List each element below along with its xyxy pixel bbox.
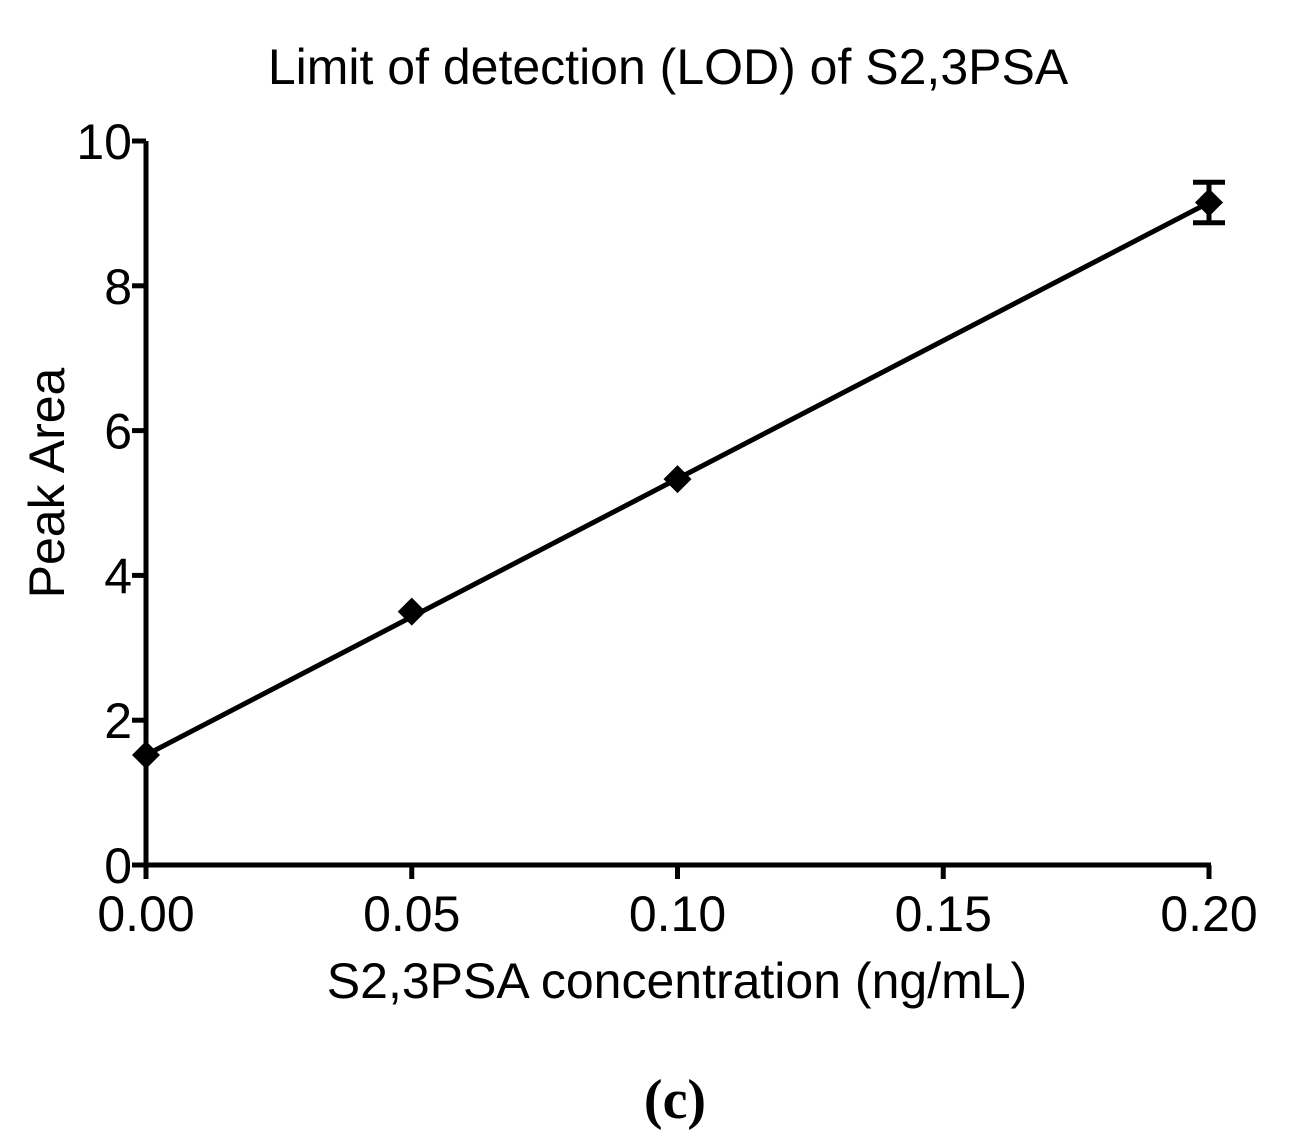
y-tick-label: 8 bbox=[104, 259, 132, 315]
x-axis-label: S2,3PSA concentration (ng/mL) bbox=[327, 953, 1027, 1009]
plot-area: 0 2 4 6 8 10 0.00 0.05 0.10 0.15 0.20 bbox=[76, 114, 1257, 942]
panel-label: (c) bbox=[644, 1069, 706, 1131]
data-point-marker bbox=[397, 597, 426, 626]
y-axis-label: Peak Area bbox=[19, 367, 75, 598]
x-tick-label: 0.10 bbox=[629, 886, 726, 942]
y-tick-label: 2 bbox=[104, 693, 132, 749]
chart-title: Limit of detection (LOD) of S2,3PSA bbox=[268, 39, 1069, 95]
x-tick-label: 0.05 bbox=[363, 886, 460, 942]
x-tick-label: 0.15 bbox=[895, 886, 992, 942]
y-tick-label: 6 bbox=[104, 404, 132, 460]
y-tick-label: 10 bbox=[76, 114, 132, 170]
y-tick-label: 0 bbox=[104, 838, 132, 894]
x-tick-label: 0.20 bbox=[1160, 886, 1257, 942]
data-point-marker bbox=[132, 740, 160, 769]
x-tick-label: 0.00 bbox=[97, 886, 194, 942]
y-tick-label: 4 bbox=[104, 548, 132, 604]
data-point-marker bbox=[663, 465, 692, 494]
data-point-marker bbox=[1195, 188, 1223, 217]
